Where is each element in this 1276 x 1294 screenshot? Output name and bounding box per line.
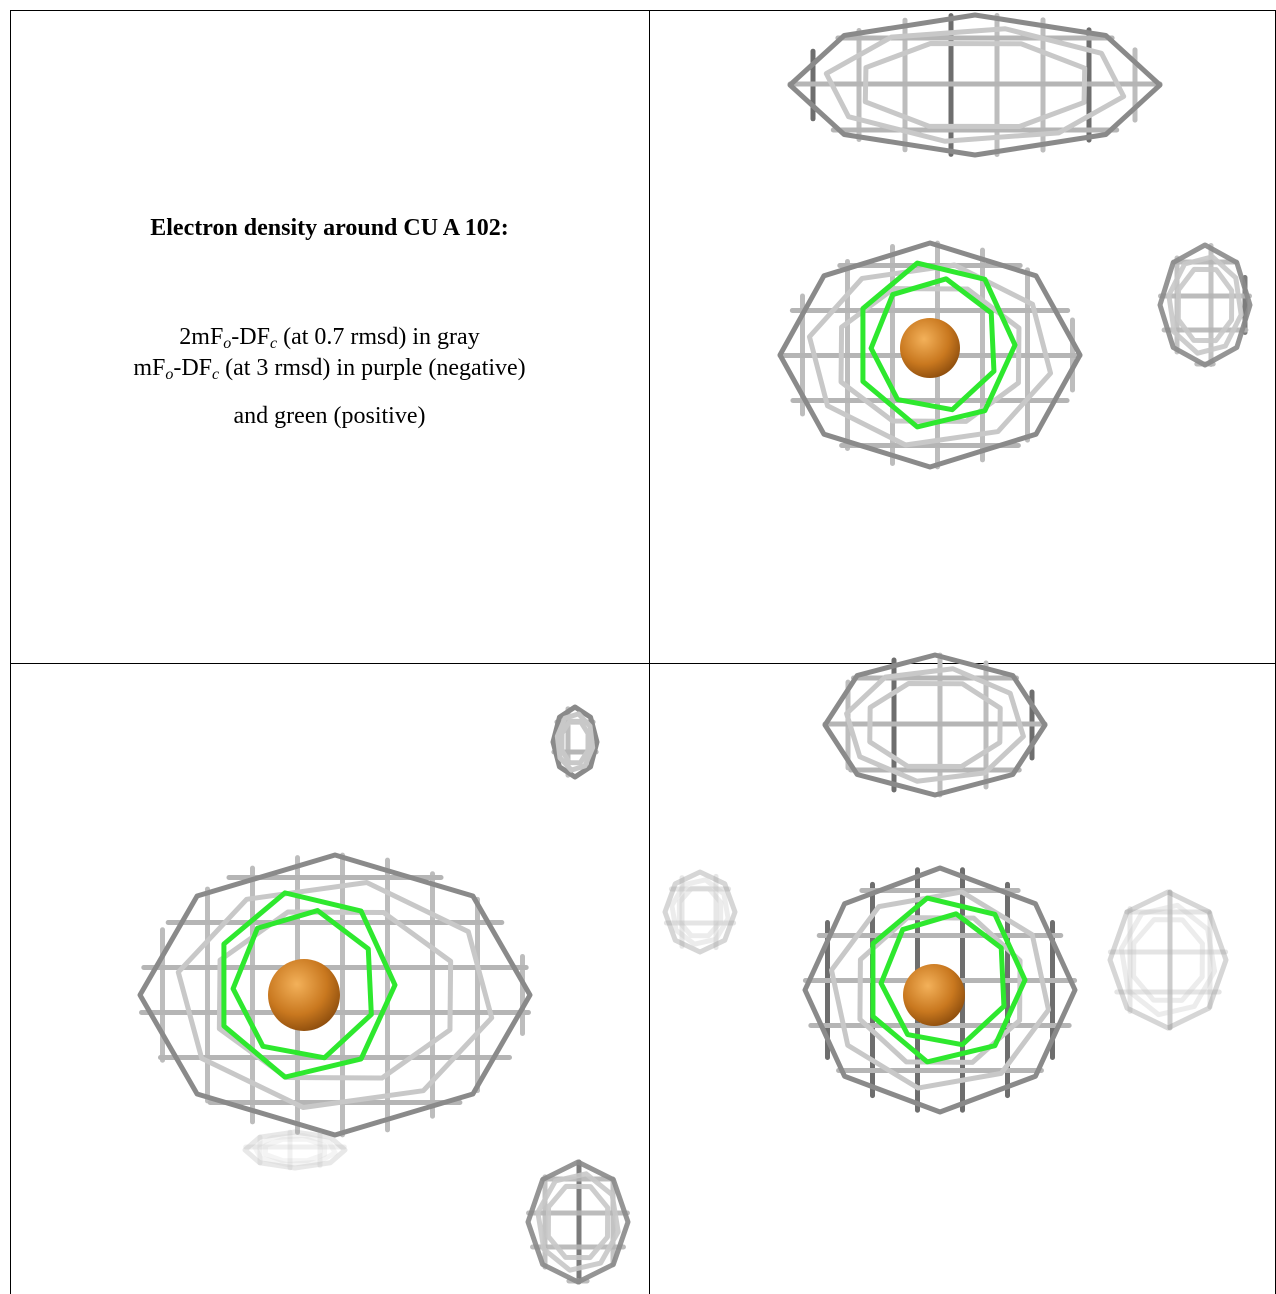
mesh-contour [1166, 254, 1244, 356]
mesh-contour [662, 869, 738, 955]
mesh-contour [777, 240, 1083, 470]
caption-text: mF [133, 355, 166, 381]
mesh-contour [216, 909, 454, 1081]
mesh-contour [554, 711, 596, 773]
subscript: o [165, 366, 174, 383]
caption-line: 2mFo-DFc (at 0.7 rmsd) in gray [10, 322, 649, 353]
caption-text: o [223, 335, 231, 352]
copper-atom [268, 959, 340, 1031]
caption-text: 2mF [179, 324, 224, 350]
mesh-contour [829, 889, 1051, 1091]
mesh-contour [242, 1129, 348, 1171]
copper-atom [900, 318, 960, 378]
density-images [137, 12, 1253, 1285]
caption-text: o [165, 366, 173, 383]
subscript: c [212, 366, 220, 383]
mesh-contour [862, 40, 1088, 130]
caption-text: and green (positive) [233, 403, 426, 429]
mesh-contour [175, 879, 495, 1111]
caption-text: -DF [173, 355, 212, 381]
mesh-contour [676, 885, 724, 939]
mesh-contour [1157, 242, 1253, 368]
mesh-contour [1175, 266, 1235, 344]
caption-text: (at 3 rmsd) in purple (negative) [219, 355, 526, 381]
mesh-contour [252, 1133, 338, 1167]
caption-text: c [212, 366, 219, 383]
mesh-contour [806, 262, 1054, 448]
mesh-contour [844, 666, 1026, 784]
caption-line: mFo-DFc (at 3 rmsd) in purple (negative) [10, 353, 649, 384]
mesh-contour [1131, 917, 1205, 1003]
positive-density [230, 908, 374, 1061]
caption-title: Electron density around CU A 102: [150, 215, 509, 241]
caption-text: -DF [231, 324, 270, 350]
subscript: o [223, 335, 232, 352]
mesh-contour [535, 1171, 621, 1273]
positive-density [221, 890, 398, 1080]
positive-density [860, 260, 1018, 430]
caption-line: and green (positive) [10, 401, 649, 432]
copper-atom [903, 964, 965, 1026]
mesh-contour [857, 915, 1023, 1065]
mesh-contour [669, 877, 731, 947]
mesh-contour [262, 1136, 328, 1164]
mesh-contour [802, 865, 1078, 1115]
mesh-contour [550, 704, 600, 780]
positive-density [870, 895, 1028, 1065]
mesh-contour [559, 718, 591, 766]
caption-text: (at 0.7 rmsd) in gray [277, 324, 480, 350]
positive-density [868, 276, 997, 413]
mesh-contour [787, 12, 1163, 158]
mesh-contour [1107, 889, 1229, 1031]
caption-text: c [270, 335, 277, 352]
mesh-contour [545, 1183, 611, 1261]
subscript: c [269, 335, 278, 352]
mesh-contour [137, 852, 533, 1138]
caption-lines: 2mFo-DFc (at 0.7 rmsd) in gray mFo-DFc (a… [10, 322, 649, 432]
mesh-contour [525, 1159, 631, 1285]
mesh-contour [823, 26, 1127, 144]
caption-cell: Electron density around CU A 102: 2mFo-D… [10, 10, 649, 663]
mesh-contour [822, 652, 1048, 798]
mesh-contour [1118, 902, 1218, 1018]
mesh-contour [867, 680, 1003, 770]
positive-density [878, 911, 1007, 1048]
